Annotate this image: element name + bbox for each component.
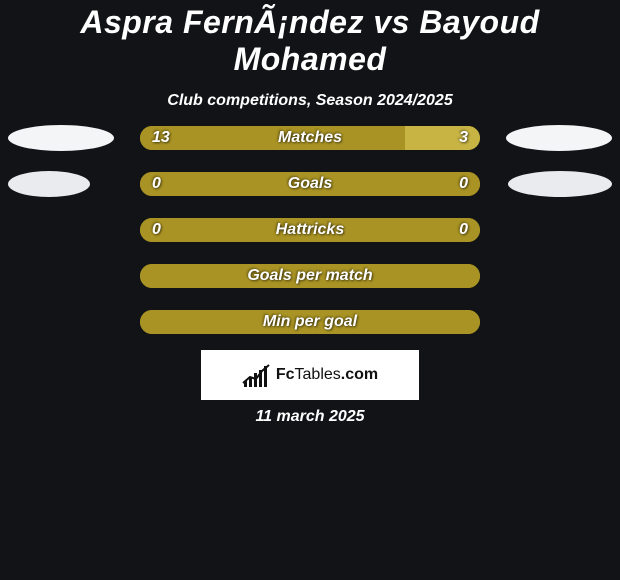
page-subtitle: Club competitions, Season 2024/2025 — [0, 92, 620, 110]
logo-text-a: Fc — [276, 366, 295, 383]
stat-bar-track — [140, 218, 480, 242]
stat-bar-track — [140, 264, 480, 288]
stat-bar-left — [140, 310, 480, 334]
stat-row: Hattricks00 — [0, 218, 620, 242]
stat-bar-track — [140, 310, 480, 334]
stat-bar-left — [140, 218, 480, 242]
logo-text: FcTables.com — [276, 366, 378, 384]
player-badge-oval — [8, 171, 90, 197]
stat-bar-left — [140, 172, 480, 196]
stat-bar-track — [140, 172, 480, 196]
page-title: Aspra FernÃ¡ndez vs Bayoud Mohamed — [0, 0, 620, 78]
fctables-logo[interactable]: FcTables.com — [201, 350, 419, 400]
page-root: Aspra FernÃ¡ndez vs Bayoud Mohamed Club … — [0, 0, 620, 580]
stat-bar-left — [140, 264, 480, 288]
logo-text-c: .com — [341, 366, 378, 383]
logo-text-b: Tables — [295, 366, 341, 383]
logo-chart-icon — [242, 363, 270, 387]
stat-rows: Matches133Goals00Hattricks00Goals per ma… — [0, 126, 620, 356]
stat-row: Goals per match — [0, 264, 620, 288]
player-badge-oval — [8, 125, 114, 151]
date-label: 11 march 2025 — [0, 408, 620, 426]
stat-bar-right — [405, 126, 480, 150]
stat-bar-left — [140, 126, 405, 150]
stat-bar-track — [140, 126, 480, 150]
stat-row: Min per goal — [0, 310, 620, 334]
player-badge-oval — [506, 125, 612, 151]
player-badge-oval — [508, 171, 612, 197]
